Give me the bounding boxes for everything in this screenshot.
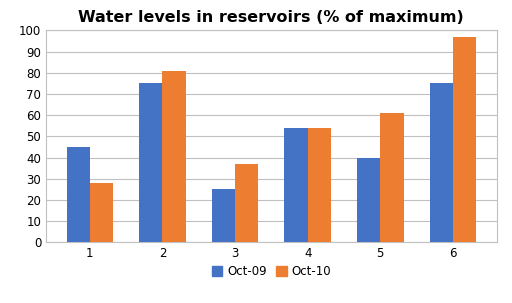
Bar	[67, 147, 90, 242]
Bar	[308, 128, 331, 242]
Bar	[162, 71, 186, 242]
Bar	[235, 164, 258, 242]
Bar	[380, 113, 403, 242]
Bar	[139, 83, 162, 242]
Bar	[90, 183, 113, 242]
Bar	[285, 128, 308, 242]
Bar	[453, 37, 476, 242]
Title: Water levels in reservoirs (% of maximum): Water levels in reservoirs (% of maximum…	[78, 10, 464, 25]
Bar	[430, 83, 453, 242]
Bar	[357, 158, 380, 242]
Bar	[212, 189, 235, 242]
Legend: Oct-09, Oct-10: Oct-09, Oct-10	[207, 261, 336, 283]
